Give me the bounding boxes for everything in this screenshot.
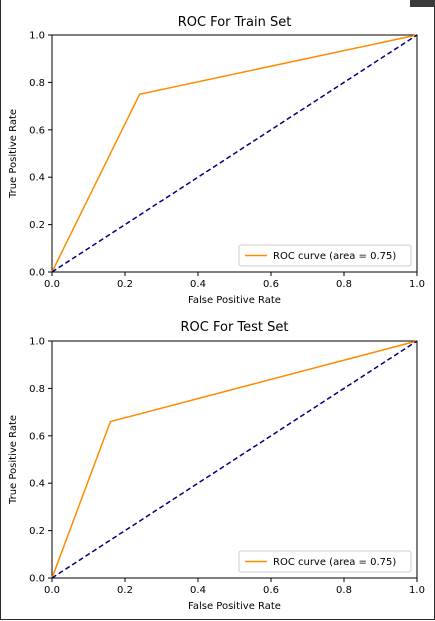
test-x-tick-label: 0.4	[190, 585, 206, 596]
test-roc-curve-line	[51, 340, 418, 579]
train-y-tick-label: 0.8	[29, 78, 45, 89]
test-chart-title: ROC For Test Set	[181, 320, 289, 335]
train-plot-frame	[51, 34, 418, 273]
test-chance-line	[51, 340, 418, 579]
test-y-axis-label: True Positive Rate	[8, 415, 19, 505]
test-x-tick-label: 1.0	[409, 585, 425, 596]
test-legend-label: ROC curve (area = 0.75)	[273, 557, 396, 568]
train-chance-line	[51, 34, 418, 273]
test-x-axis-label: False Positive Rate	[188, 601, 281, 612]
test-y-tick-label: 0.8	[29, 384, 45, 395]
test-x-tick-label: 0.8	[336, 585, 352, 596]
train-x-tick-label: 0.0	[44, 279, 60, 290]
test-legend-box	[238, 550, 412, 573]
train-x-tick-label: 0.2	[117, 279, 133, 290]
train-y-tick-label: 0.4	[29, 173, 45, 184]
test-x-tick-label: 0.2	[117, 585, 133, 596]
corner-tab	[410, 0, 435, 7]
train-legend-label: ROC curve (area = 0.75)	[273, 251, 396, 262]
train-roc-curve-line	[51, 34, 418, 273]
test-x-tick-label: 0.0	[44, 585, 60, 596]
test-y-tick-label: 0.6	[29, 431, 45, 442]
train-x-tick-label: 0.8	[336, 279, 352, 290]
train-x-tick-label: 1.0	[409, 279, 425, 290]
train-x-axis-label: False Positive Rate	[188, 295, 281, 306]
test-y-tick-label: 0.0	[29, 574, 45, 585]
train-y-tick-label: 0.0	[29, 268, 45, 279]
train-chart-title: ROC For Train Set	[178, 15, 292, 30]
train-x-tick-label: 0.4	[190, 279, 206, 290]
test-plot-frame	[51, 340, 418, 579]
train-y-tick-label: 0.6	[29, 125, 45, 136]
test-y-tick-label: 0.2	[29, 526, 45, 537]
train-y-axis-label: True Positive Rate	[8, 109, 19, 199]
test-x-tick-label: 0.6	[263, 585, 279, 596]
test-y-tick-label: 0.4	[29, 479, 45, 490]
train-y-tick-label: 1.0	[29, 31, 45, 42]
test-y-tick-label: 1.0	[29, 337, 45, 348]
train-x-tick-label: 0.6	[263, 279, 279, 290]
train-legend-box	[238, 244, 412, 267]
train-y-tick-label: 0.2	[29, 220, 45, 231]
